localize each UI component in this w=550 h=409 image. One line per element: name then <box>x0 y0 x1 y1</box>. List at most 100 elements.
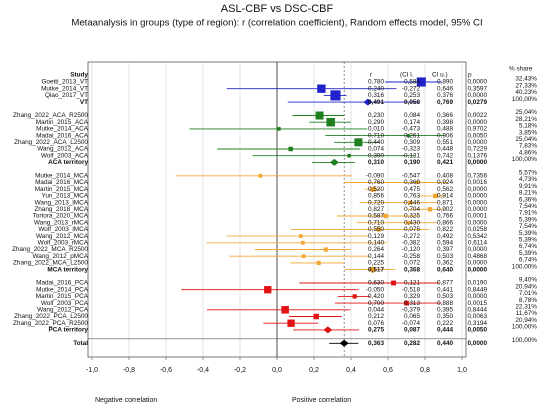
ci-high-value: 0,871 <box>437 199 453 206</box>
p-value: 0,0000 <box>467 186 487 193</box>
study-label: Mutke_2014_ACA <box>36 126 89 133</box>
share-value: 4,73% <box>519 176 537 183</box>
ci-high-value: 0,492 <box>437 233 453 240</box>
pooled-diamond <box>368 266 378 274</box>
r-value: 0,856 <box>368 193 384 200</box>
r-value: -0,090 <box>366 172 385 179</box>
ci-high-value: 0,640 <box>437 266 453 273</box>
study-box <box>415 180 420 185</box>
p-value: 0,7356 <box>467 172 487 179</box>
x-tick-label: -0,6 <box>160 367 172 374</box>
r-value: 0,491 <box>368 99 384 106</box>
p-value: 0,0000 <box>467 260 487 267</box>
ci-high-value: 0,222 <box>437 320 453 327</box>
r-value: 0,076 <box>368 320 384 327</box>
p-value: 0,8449 <box>467 286 487 293</box>
r-value: 0,044 <box>368 306 384 313</box>
ci-low-value: -0,379 <box>402 306 421 313</box>
p-value: 0,4868 <box>467 253 487 260</box>
r-value: 0,129 <box>368 233 384 240</box>
column-header: Study <box>70 72 88 79</box>
study-label: MCA territory <box>47 266 88 273</box>
r-value: 0,316 <box>368 92 384 99</box>
share-value: 100,00% <box>512 156 538 163</box>
study-box <box>317 84 326 93</box>
p-value: 0,0016 <box>467 179 487 186</box>
axis-annotation: Positive correlation <box>292 397 351 404</box>
share-value: 8,78% <box>519 297 537 304</box>
ci-low-value: 0,190 <box>404 159 420 166</box>
ci-low-value: 0,309 <box>404 139 420 146</box>
r-value: 0,230 <box>368 112 384 119</box>
r-value: 0,212 <box>368 313 384 320</box>
p-value: 0,1376 <box>467 152 487 159</box>
ci-high-value: 0,441 <box>437 286 453 293</box>
p-value: 0,0063 <box>467 313 487 320</box>
study-label: Madai_2016_ACA <box>36 132 89 139</box>
study-label: Martin_2015_MCA <box>35 186 89 193</box>
x-tick-label: -0,2 <box>234 367 246 374</box>
ci-low-value: 0,704 <box>404 206 420 213</box>
study-label: Zhang_2018_MCA <box>34 206 88 213</box>
share-value: 20,94% <box>515 317 537 324</box>
r-value: 0,440 <box>368 139 384 146</box>
ci-high-value: 0,766 <box>437 213 453 220</box>
study-label: Zhang_2022_ACA_R2500 <box>13 112 88 119</box>
ci-high-value: 0,350 <box>437 313 453 320</box>
ci-low-value: -0,272 <box>402 233 421 240</box>
study-box <box>313 313 319 320</box>
ci-high-value: 0,562 <box>437 186 453 193</box>
ci-high-value: 0,914 <box>437 193 453 200</box>
study-label: Martin_2015_ACA <box>36 119 89 126</box>
ci-low-value: -0,547 <box>402 172 421 179</box>
ci-high-value: 0,902 <box>437 206 453 213</box>
ci-low-value: 0,261 <box>404 132 420 139</box>
study-label: Madai_2016_MCA <box>35 179 89 186</box>
study-label: Wolf_2003_PCA <box>41 300 89 307</box>
study-box <box>330 90 341 101</box>
study-box <box>376 227 381 232</box>
study-box <box>287 319 295 327</box>
study-label: Wolf_2003_lMCA <box>38 226 88 233</box>
share-value: 5,39% <box>519 250 537 257</box>
p-value: 0,0000 <box>467 119 487 126</box>
p-value: 0,0258 <box>467 226 487 233</box>
study-label: Mutke_2014_VT <box>41 85 88 92</box>
r-value: 0,074 <box>368 146 384 153</box>
study-label: ACA territory <box>48 159 88 166</box>
study-label: Wang_2013_rMCA <box>34 219 89 226</box>
share-value: 7,83% <box>519 143 537 150</box>
column-header: CI u.) <box>432 72 448 79</box>
r-value: -0,050 <box>366 286 385 293</box>
share-value: 5,39% <box>519 216 537 223</box>
r-value: 0,010 <box>368 126 384 133</box>
ci-high-value: 0,376 <box>437 92 453 99</box>
share-value: 22,31% <box>515 303 537 310</box>
ci-high-value: 0,398 <box>437 119 453 126</box>
share-value: 5,18% <box>519 123 537 130</box>
ci-low-value: 0,325 <box>404 213 420 220</box>
r-value: 0,517 <box>368 266 384 273</box>
study-label: Madai_2016_PCA <box>36 280 89 287</box>
r-value: 0,290 <box>368 119 384 126</box>
ci-high-value: 0,646 <box>437 85 453 92</box>
study-label: Martin_2015_PCA <box>36 293 89 300</box>
ci-low-value: 0,087 <box>404 327 420 334</box>
ci-high-value: 0,888 <box>437 300 453 307</box>
ci-low-value: -0,272 <box>402 85 421 92</box>
ci-low-value: -0,258 <box>402 253 421 260</box>
study-box <box>352 294 357 299</box>
r-value: 0,710 <box>368 132 384 139</box>
study-box <box>354 138 363 147</box>
share-value: 5,39% <box>519 230 537 237</box>
r-value: 0,780 <box>368 79 384 86</box>
x-tick-label: -0,4 <box>197 367 209 374</box>
ci-low-value: 0,084 <box>404 112 420 119</box>
ci-low-value: -0,074 <box>402 320 421 327</box>
ci-low-value: 0,446 <box>404 199 420 206</box>
p-value: 0,0000 <box>467 193 487 200</box>
ci-low-value: 0,121 <box>404 280 420 287</box>
study-label: Wolf_2003_ACA <box>41 152 89 159</box>
study-label: PCA territory <box>48 327 88 334</box>
study-box <box>301 240 305 245</box>
